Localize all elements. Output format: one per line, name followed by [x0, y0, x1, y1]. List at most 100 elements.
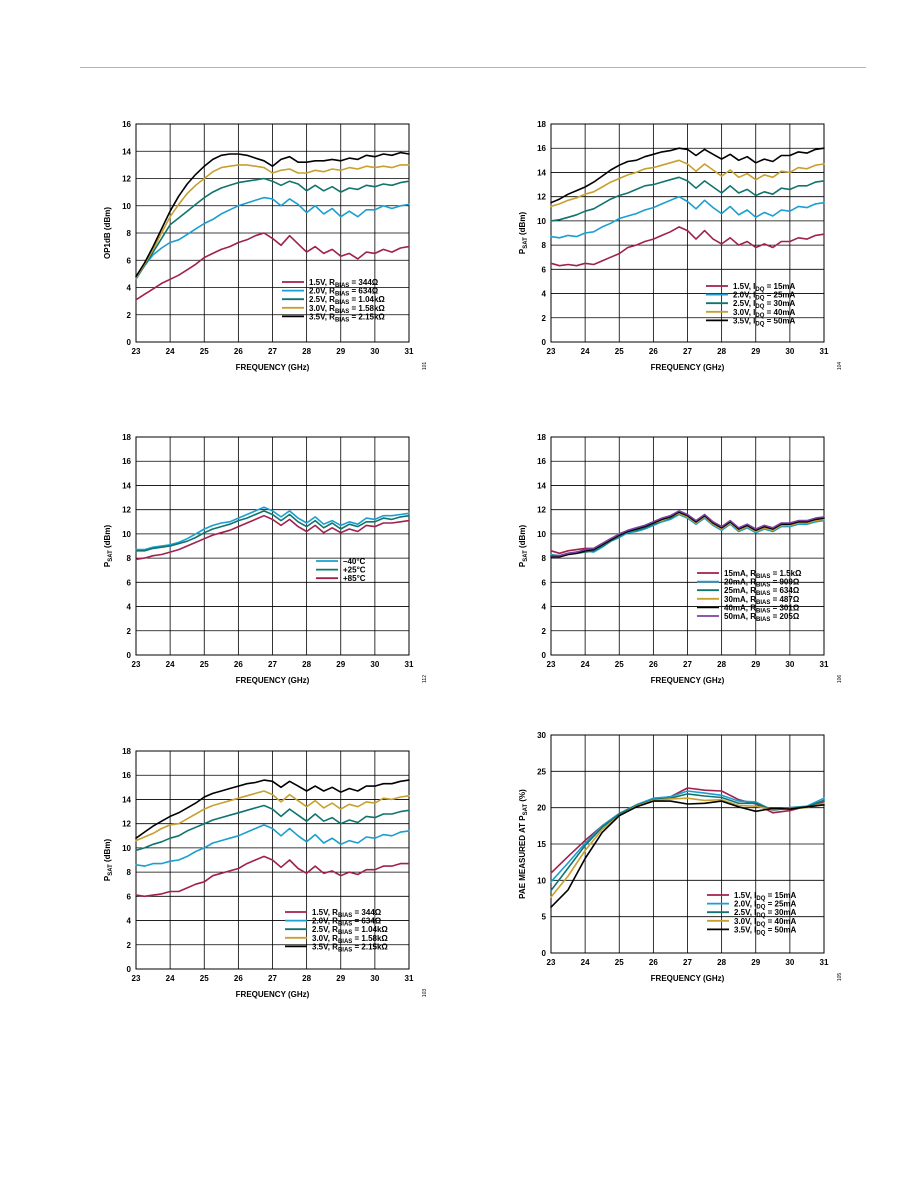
- x-tick-label: 31: [405, 974, 414, 983]
- legend-entry: 3.5V, RBIAS = 2.15kΩ: [312, 942, 388, 953]
- y-tick-label: 12: [537, 193, 546, 202]
- series-line-5: [550, 147, 825, 204]
- y-tick-label: 12: [122, 175, 131, 184]
- series-line-3: [135, 177, 410, 279]
- y-tick-label: 2: [127, 311, 132, 320]
- y-tick-label: 10: [122, 844, 131, 853]
- x-tick-label: 30: [370, 660, 379, 669]
- x-tick-label: 29: [751, 347, 760, 356]
- x-tick-label: 31: [820, 347, 829, 356]
- y-tick-label: 12: [537, 506, 546, 515]
- series-line-5: [135, 151, 410, 278]
- figure-id: 101: [422, 362, 428, 371]
- x-tick-label: 25: [200, 347, 209, 356]
- x-tick-label: 23: [547, 958, 556, 967]
- series-line-3: [135, 514, 410, 561]
- legend-entry: 15mA, RBIAS = 1.5kΩ: [724, 569, 802, 580]
- legend-entry: 2.5V, IDQ = 30mA: [733, 299, 796, 310]
- x-tick-label: 26: [234, 974, 243, 983]
- y-tick-label: 14: [537, 481, 546, 490]
- plot-frame: [550, 436, 825, 656]
- series-line-3: [135, 804, 410, 852]
- x-tick-label: 27: [268, 974, 277, 983]
- chart-6: 23 24 25 26 27 28 29 30 31 0 5 10 15 20 25 30 FREQUENCY …: [518, 731, 843, 983]
- series-line-1: [135, 506, 410, 551]
- legend-entry: 3.5V, IDQ = 50mA: [733, 316, 796, 327]
- x-tick-label: 27: [268, 660, 277, 669]
- x-tick-label: 23: [132, 660, 141, 669]
- x-tick-label: 28: [302, 974, 311, 983]
- series-line-4: [135, 790, 410, 842]
- series-line-2: [135, 196, 410, 281]
- x-tick-label: 30: [785, 660, 794, 669]
- x-tick-label: 30: [785, 958, 794, 967]
- series-line-2: [550, 195, 825, 239]
- y-tick-label: 18: [122, 433, 131, 442]
- y-axis-label: OP1dB (dBm): [103, 207, 112, 259]
- series-line-2: [135, 824, 410, 867]
- y-tick-label: 16: [537, 144, 546, 153]
- y-tick-label: 8: [542, 241, 547, 250]
- x-axis-label: FREQUENCY (GHz): [651, 974, 725, 983]
- y-tick-label: 2: [127, 627, 132, 636]
- figure-id: 112: [422, 675, 428, 683]
- x-tick-label: 23: [132, 347, 141, 356]
- series-line-4: [135, 164, 410, 279]
- y-tick-label: 18: [122, 747, 131, 756]
- y-tick-label: 18: [537, 433, 546, 442]
- y-tick-label: 10: [537, 876, 546, 885]
- series-line-1: [135, 855, 410, 898]
- series-line-3: [550, 176, 825, 222]
- x-tick-label: 26: [234, 660, 243, 669]
- legend-entry: 2.0V, IDQ = 25mA: [734, 900, 797, 911]
- y-tick-label: 0: [542, 338, 547, 347]
- y-tick-label: 14: [537, 168, 546, 177]
- y-tick-label: 4: [542, 290, 547, 299]
- legend-entry: 40mA, RBIAS = 301Ω: [724, 603, 800, 614]
- y-tick-label: 20: [537, 804, 546, 813]
- legend-entry: 30mA, RBIAS = 487Ω: [724, 595, 800, 606]
- x-tick-label: 23: [547, 660, 556, 669]
- y-tick-label: 14: [122, 147, 131, 156]
- y-tick-label: 2: [127, 941, 132, 950]
- x-tick-label: 28: [717, 660, 726, 669]
- chart-3: 23 24 25 26 27 28 29 30 31024681012141618FREQUEN…: [103, 433, 428, 685]
- y-tick-label: 4: [127, 917, 132, 926]
- legend-entry: 1.5V, IDQ = 15mA: [733, 282, 796, 293]
- y-tick-label: 25: [537, 767, 546, 776]
- x-tick-label: 23: [547, 347, 556, 356]
- x-tick-label: 28: [717, 958, 726, 967]
- y-tick-label: 10: [537, 530, 546, 539]
- y-tick-label: 6: [127, 892, 132, 901]
- x-tick-label: 28: [302, 660, 311, 669]
- legend-entry: 3.0V, IDQ = 40mA: [734, 917, 797, 928]
- y-tick-label: 4: [127, 284, 132, 293]
- legend-entry: 2.5V, RBIAS = 1.04kΩ: [309, 295, 385, 306]
- legend: –40°C+25°C+85°C: [316, 557, 366, 583]
- y-tick-label: 0: [127, 651, 132, 660]
- x-axis-label: FREQUENCY (GHz): [651, 363, 725, 372]
- y-tick-label: 16: [122, 457, 131, 466]
- x-tick-label: 27: [268, 347, 277, 356]
- x-tick-label: 29: [751, 660, 760, 669]
- y-axis-label: PSAT (dBm): [103, 839, 114, 882]
- y-tick-label: 0: [542, 651, 547, 660]
- plot-frame: [550, 734, 825, 954]
- series-line-5: [550, 511, 825, 558]
- legend-entry: 1.5V, RBIAS = 344Ω: [312, 908, 382, 919]
- y-axis-label: PSAT (dBm): [103, 525, 114, 568]
- y-tick-label: 8: [127, 229, 132, 238]
- series-line-2: [135, 510, 410, 552]
- x-tick-label: 29: [751, 958, 760, 967]
- x-tick-label: 29: [336, 974, 345, 983]
- legend-entry: +85°C: [343, 574, 366, 583]
- x-tick-label: 24: [581, 958, 590, 967]
- y-tick-label: 4: [127, 603, 132, 612]
- chart-4: 23 24 25 26 27 28 29 30 31024681012141618FREQUEN…: [518, 433, 843, 685]
- y-tick-label: 2: [542, 627, 547, 636]
- chart-5: 23 24 25 26 27 28 29 30 31024681012141618FREQUEN…: [103, 747, 428, 999]
- y-tick-label: 6: [127, 256, 132, 265]
- x-tick-label: 24: [166, 660, 175, 669]
- x-tick-label: 25: [200, 660, 209, 669]
